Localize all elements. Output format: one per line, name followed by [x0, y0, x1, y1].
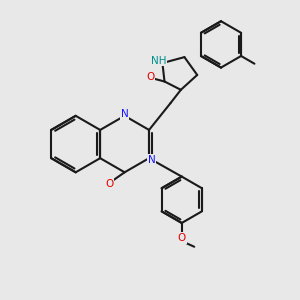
Text: NH: NH	[151, 56, 166, 66]
Text: N: N	[148, 155, 155, 165]
Text: O: O	[146, 72, 154, 82]
Text: O: O	[178, 233, 186, 243]
Text: N: N	[121, 109, 128, 119]
Text: O: O	[105, 178, 113, 189]
